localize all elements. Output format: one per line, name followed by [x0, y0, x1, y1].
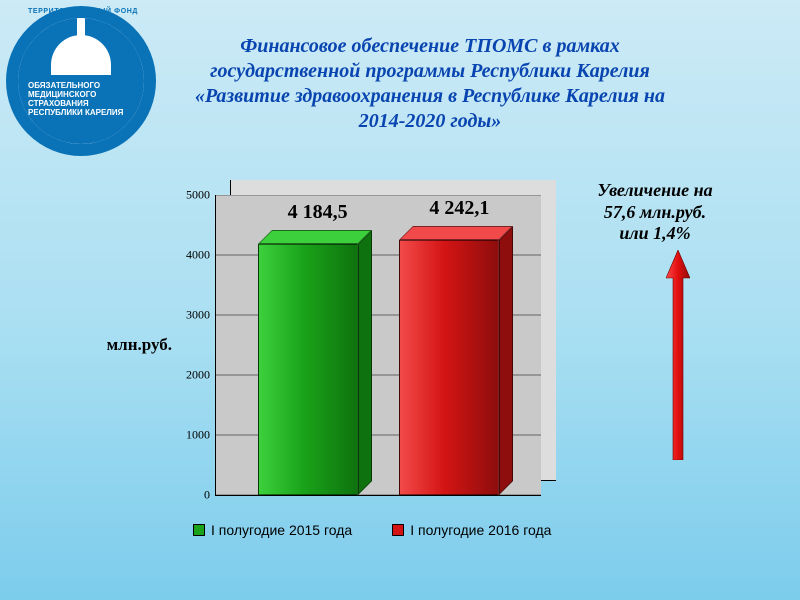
bar: 4 184,5 — [258, 244, 358, 495]
logo-arc-text: ТЕРРИТОРИАЛЬНЫЙ ФОНД — [18, 8, 148, 15]
bar-chart: 0100020003000400050004 184,54 242,1 — [185, 180, 555, 490]
y-tick-label: 5000 — [186, 188, 216, 203]
callout-line-1: Увеличение на — [597, 180, 712, 200]
callout-line-3: или 1,4% — [619, 223, 690, 243]
logo-inner: ОБЯЗАТЕЛЬНОГОМЕДИЦИНСКОГО СТРАХОВАНИЯРЕС… — [18, 18, 144, 144]
legend-label: I полугодие 2015 года — [211, 522, 352, 538]
org-logo: ОБЯЗАТЕЛЬНОГОМЕДИЦИНСКОГО СТРАХОВАНИЯРЕС… — [6, 6, 156, 156]
bar-value-label: 4 242,1 — [379, 197, 539, 220]
legend-swatch — [392, 524, 404, 536]
bar: 4 242,1 — [399, 240, 499, 495]
y-axis-label: млн.руб. — [92, 335, 172, 355]
increase-arrow-icon — [666, 250, 690, 460]
y-tick-label: 3000 — [186, 308, 216, 323]
chart-front-wall: 0100020003000400050004 184,54 242,1 — [215, 195, 541, 496]
page-title: Финансовое обеспечение ТПОМС в рамках го… — [170, 34, 690, 134]
bar-value-label: 4 184,5 — [238, 201, 398, 224]
y-tick-label: 1000 — [186, 428, 216, 443]
legend-item: I полугодие 2016 года — [392, 522, 551, 538]
y-tick-label: 0 — [204, 488, 216, 503]
callout-line-2: 57,6 млн.руб. — [604, 202, 706, 222]
increase-callout: Увеличение на 57,6 млн.руб. или 1,4% — [560, 180, 750, 245]
logo-text: ОБЯЗАТЕЛЬНОГОМЕДИЦИНСКОГО СТРАХОВАНИЯРЕС… — [18, 81, 144, 118]
legend-swatch — [193, 524, 205, 536]
y-tick-label: 2000 — [186, 368, 216, 383]
legend-item: I полугодие 2015 года — [193, 522, 352, 538]
y-tick-label: 4000 — [186, 248, 216, 263]
chart-legend: I полугодие 2015 года I полугодие 2016 го… — [193, 522, 551, 538]
legend-label: I полугодие 2016 года — [410, 522, 551, 538]
